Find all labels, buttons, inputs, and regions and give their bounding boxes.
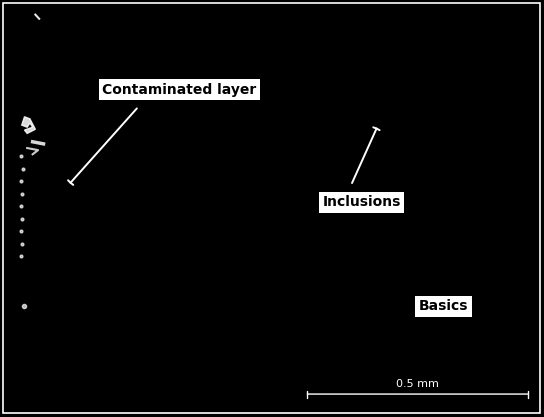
- Text: Contaminated layer: Contaminated layer: [102, 83, 257, 97]
- Text: Inclusions: Inclusions: [323, 195, 401, 209]
- Polygon shape: [22, 117, 35, 133]
- Text: Basics: Basics: [419, 299, 468, 314]
- Text: 0.5 mm: 0.5 mm: [396, 379, 439, 389]
